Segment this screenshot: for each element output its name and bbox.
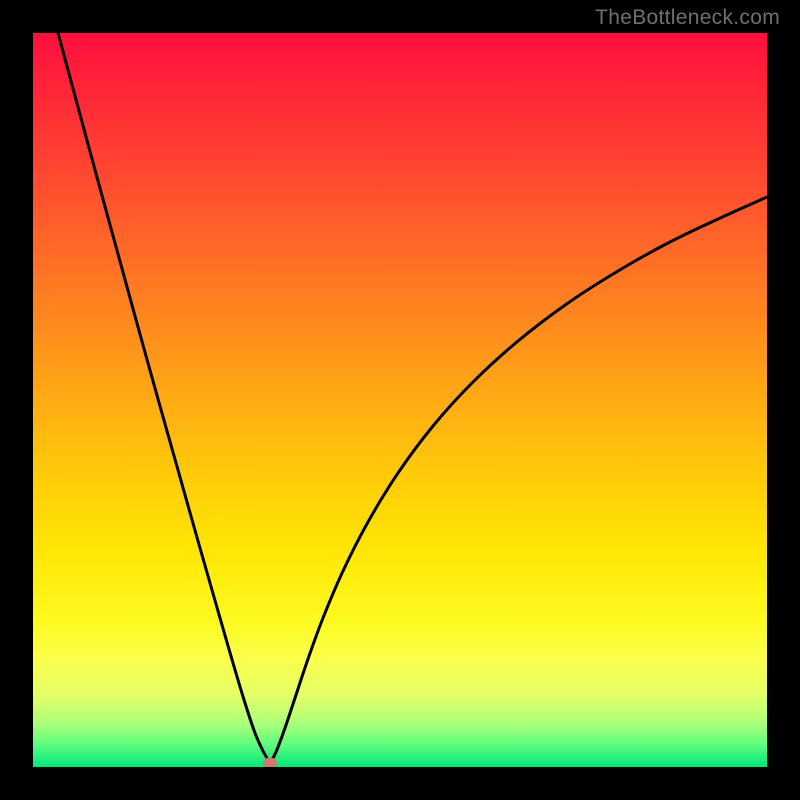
bottleneck-plot-svg [33, 33, 767, 767]
watermark-text: TheBottleneck.com [595, 6, 780, 30]
chart-frame: TheBottleneck.com [0, 0, 800, 800]
gradient-background [33, 33, 767, 767]
plot-area [33, 33, 767, 767]
